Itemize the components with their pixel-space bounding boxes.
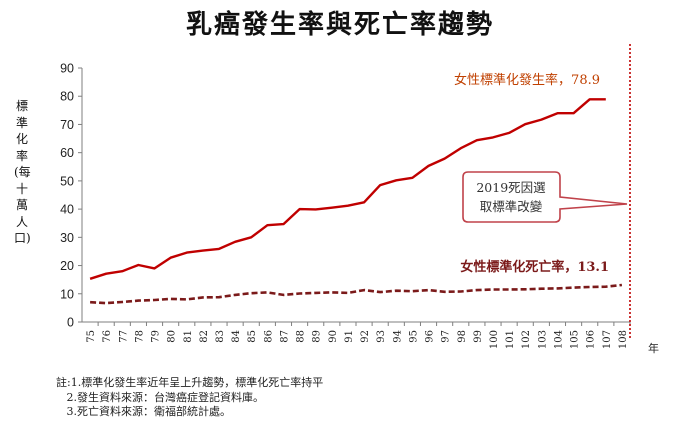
x-tick-label: 107 xyxy=(602,330,613,349)
x-tick-label: 100 xyxy=(489,330,500,349)
chart-series xyxy=(89,98,623,305)
x-tick-label: 87 xyxy=(279,330,290,343)
x-tick-label: 77 xyxy=(118,330,129,343)
note-line-1: 註:1.標準化發生率近年呈上升趨勢，標準化死亡率持平 xyxy=(56,376,324,389)
y-tick-label: 70 xyxy=(60,118,74,132)
y-tick-label: 90 xyxy=(60,62,74,76)
x-tick-label: 103 xyxy=(537,330,548,349)
incidence-series-line xyxy=(89,98,606,280)
x-tick-label: 91 xyxy=(344,330,355,343)
x-tick-label: 98 xyxy=(457,330,468,343)
annotation-callout: 2019死因選 取標準改變 xyxy=(462,171,628,223)
annotation-line-2: 取標準改變 xyxy=(480,199,543,214)
x-tick-label: 90 xyxy=(328,330,339,343)
page-title: 乳癌發生率與死亡率趨勢 xyxy=(185,10,494,40)
x-tick-label: 86 xyxy=(263,330,274,343)
x-tick-label: 85 xyxy=(247,330,258,343)
x-tick-label: 76 xyxy=(102,330,113,343)
y-tick-label: 30 xyxy=(60,231,74,245)
x-tick-label: 96 xyxy=(425,330,436,343)
x-tick-label: 83 xyxy=(215,330,226,343)
x-tick-label: 99 xyxy=(473,330,484,343)
x-tick-label: 75 xyxy=(86,330,97,343)
note-line-3: 3.死亡資料來源：衛福部統計處。 xyxy=(56,405,231,418)
footnotes: 註:1.標準化發生率近年呈上升趨勢，標準化死亡率持平 2.發生資料來源：台灣癌症… xyxy=(56,376,323,420)
annotation-box-shape xyxy=(462,171,628,223)
x-tick-label: 101 xyxy=(505,330,516,349)
y-tick-label: 60 xyxy=(60,146,74,160)
series-label-incidence: 女性標準化發生率，78.9 xyxy=(454,72,600,88)
y-tick-label: 20 xyxy=(60,259,74,273)
x-tick-label: 108 xyxy=(618,330,629,349)
x-tick-label: 94 xyxy=(392,330,403,343)
y-tick-label: 80 xyxy=(60,90,74,104)
x-tick-label: 106 xyxy=(586,330,597,349)
x-tick-label: 84 xyxy=(231,330,242,343)
x-tick-label: 79 xyxy=(151,330,162,343)
x-tick-label: 78 xyxy=(134,330,145,343)
x-tick-label: 104 xyxy=(553,330,564,349)
x-tick-label: 105 xyxy=(570,330,581,349)
mortality-series-line xyxy=(90,283,623,305)
chart-ticks: 0 10 20 30 40 50 60 70 80 90 75 76 77 78 79 80 81 82 83 84 8… xyxy=(60,62,631,349)
note-line-2: 2.發生資料來源：台灣癌症登記資料庫。 xyxy=(56,390,264,404)
y-tick-label: 50 xyxy=(60,174,74,188)
y-tick-label: 40 xyxy=(60,203,74,217)
series-label-mortality: 女性標準化死亡率，13.1 xyxy=(460,259,609,275)
x-tick-label: 97 xyxy=(441,330,452,343)
x-tick-label: 93 xyxy=(376,330,387,343)
y-tick-label: 0 xyxy=(67,316,74,330)
x-tick-label: 82 xyxy=(199,330,210,343)
y-axis-label: 標準化率(每十萬人口) xyxy=(14,99,31,245)
x-tick-label: 80 xyxy=(167,330,178,343)
x-axis-label: 年 xyxy=(648,341,659,355)
x-tick-label: 95 xyxy=(408,330,419,343)
y-tick-label: 10 xyxy=(60,287,74,301)
annotation-line-1: 2019死因選 xyxy=(476,180,546,195)
x-tick-label: 92 xyxy=(360,330,371,343)
x-tick-label: 102 xyxy=(521,330,532,349)
x-tick-label: 81 xyxy=(183,330,194,343)
x-tick-label: 88 xyxy=(296,330,307,343)
x-tick-label: 89 xyxy=(312,330,323,343)
